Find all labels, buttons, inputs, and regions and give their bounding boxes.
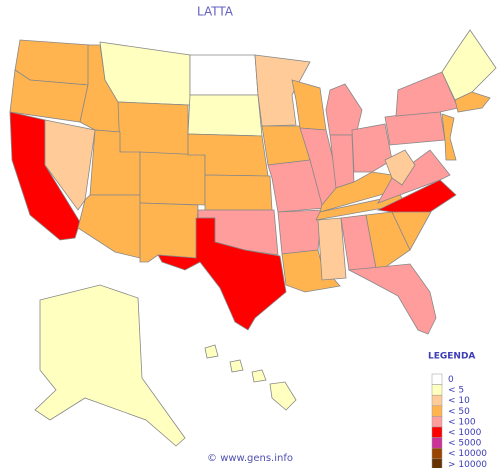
states <box>9 29 497 447</box>
state <box>229 359 244 373</box>
legend-swatch <box>431 437 443 449</box>
legend-swatch <box>431 384 443 396</box>
legend-label: < 5 <box>448 386 464 396</box>
legend-swatch <box>431 394 443 407</box>
map-title: LATTA <box>197 5 234 19</box>
legend-swatch <box>431 447 443 460</box>
state <box>204 174 273 211</box>
legend-label: < 100 <box>448 417 476 427</box>
legend: 0< 5< 10< 50< 100< 1000< 5000< 10000> 10… <box>431 373 487 468</box>
legend-label: < 10000 <box>448 449 487 459</box>
state <box>384 109 446 146</box>
legend-swatch <box>431 426 443 438</box>
legend-label: < 5000 <box>448 439 482 449</box>
state <box>319 171 399 213</box>
legend-title: LEGENDA <box>428 352 475 362</box>
state <box>441 113 457 161</box>
legend-label: < 50 <box>448 407 470 417</box>
state <box>281 249 341 293</box>
state <box>254 54 311 127</box>
state <box>351 123 393 173</box>
state <box>251 369 267 383</box>
state <box>347 263 437 335</box>
legend-label: > 10000 <box>448 460 487 468</box>
state <box>277 209 323 255</box>
state <box>44 119 96 211</box>
legend-swatch <box>431 405 443 417</box>
state <box>365 211 411 269</box>
state <box>34 284 186 447</box>
state <box>204 344 219 359</box>
state <box>376 179 457 213</box>
state <box>117 101 189 156</box>
state <box>189 54 259 96</box>
state <box>395 71 459 117</box>
legend-swatch <box>431 458 443 468</box>
legend-label: < 1000 <box>448 428 482 438</box>
legend-swatch <box>431 373 443 385</box>
state <box>317 217 347 281</box>
state <box>139 151 206 206</box>
state <box>325 83 363 136</box>
state <box>291 79 327 131</box>
legend-label: < 10 <box>448 396 470 406</box>
state <box>269 381 297 411</box>
footer: © www.gens.info <box>207 453 293 464</box>
state <box>187 94 263 137</box>
legend-swatch <box>431 416 443 428</box>
state <box>267 159 326 213</box>
state <box>384 149 416 186</box>
state <box>157 217 287 331</box>
legend-label: 0 <box>448 375 454 385</box>
state <box>377 149 451 204</box>
state <box>139 202 199 263</box>
state <box>77 194 141 259</box>
state <box>454 91 491 113</box>
state <box>441 29 497 101</box>
